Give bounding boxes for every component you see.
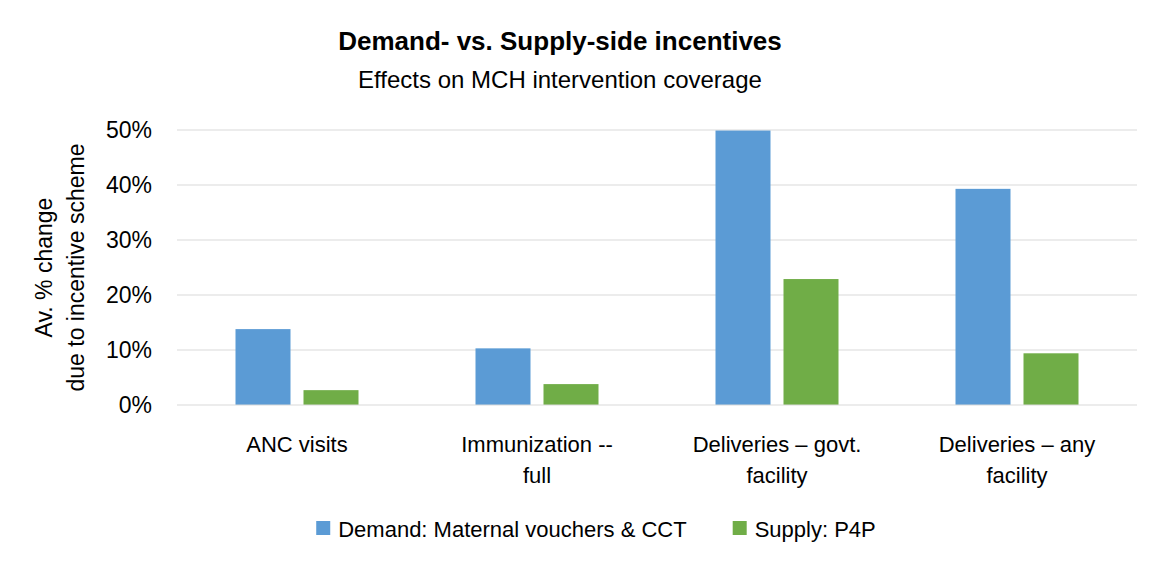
legend-label: Demand: Maternal vouchers & CCT — [338, 517, 686, 542]
x-tick-label-line: full — [523, 463, 551, 488]
x-tick-label-line: Deliveries – any — [939, 432, 1096, 457]
grid-line — [177, 185, 1137, 186]
title: Demand- vs. Supply-side incentives — [338, 26, 782, 56]
bar — [784, 279, 839, 405]
chart: Demand- vs. Supply-side incentives Effect… — [0, 0, 1152, 565]
legend: Demand: Maternal vouchers & CCT Supply: P… — [316, 517, 876, 542]
y-tick-label: 10% — [106, 337, 152, 363]
y-axis-label: due to incentive scheme — [63, 143, 89, 391]
x-tick-label-line: Deliveries – govt. — [693, 432, 862, 457]
bars — [236, 131, 1079, 405]
bar — [304, 390, 359, 405]
y-tick-label: 0% — [119, 392, 152, 418]
y-tick-label: 20% — [106, 282, 152, 308]
bar — [476, 348, 531, 405]
bar — [956, 189, 1011, 405]
x-axis-line — [177, 405, 1137, 406]
x-tick-label-line: facility — [986, 463, 1047, 488]
x-tick-label: Immunization -- full — [461, 432, 613, 488]
subtitle: Effects on MCH intervention coverage — [358, 66, 762, 93]
bar — [544, 384, 599, 405]
legend-swatch — [733, 521, 747, 535]
bar — [1024, 353, 1079, 405]
x-tick-label-line: ANC visits — [246, 432, 347, 457]
x-tick-label-line: Immunization -- — [461, 432, 613, 457]
x-tick-label: Deliveries – govt. facility — [693, 432, 862, 488]
y-tick-label: 30% — [106, 227, 152, 253]
y-tick-label: 40% — [106, 172, 152, 198]
x-tick-label: Deliveries – any facility — [939, 432, 1096, 488]
bar — [236, 329, 291, 405]
legend-label: Supply: P4P — [755, 517, 876, 542]
y-axis-label: Av. % change — [31, 198, 57, 338]
y-tick-label: 50% — [106, 117, 152, 143]
x-tick-label-line: facility — [746, 463, 807, 488]
x-tick-label: ANC visits — [246, 432, 347, 457]
bar — [716, 131, 771, 405]
grid-line — [177, 130, 1137, 131]
legend-swatch — [316, 521, 330, 535]
